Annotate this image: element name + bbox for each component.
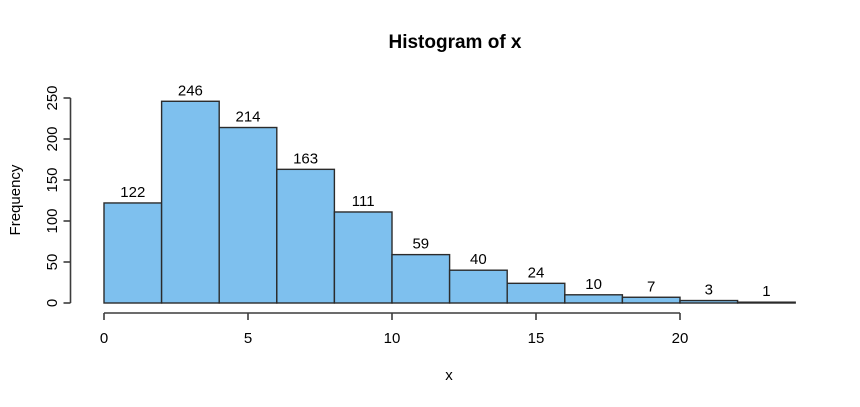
histogram-bar [506, 282, 566, 304]
x-axis-tick-label: 0 [100, 330, 108, 347]
histogram-bar [103, 202, 163, 304]
bar-value-label: 214 [235, 109, 260, 126]
bar-value-label: 40 [470, 251, 487, 268]
histogram-bar [448, 269, 508, 304]
histogram-bar [333, 211, 393, 304]
chart-title: Histogram of x [388, 32, 521, 53]
bar-value-label: 10 [585, 276, 602, 293]
bar-value-label: 246 [178, 82, 203, 99]
bars-group [103, 100, 796, 304]
histogram-bar [160, 100, 220, 304]
bar-value-label: 122 [120, 184, 145, 201]
y-axis-label: Frequency [7, 164, 24, 235]
y-axis-tick-label: 0 [44, 299, 61, 307]
histogram-bar [564, 294, 624, 304]
bar-value-label: 24 [528, 264, 545, 281]
y-axis-tick-label: 50 [44, 254, 61, 271]
x-axis-tick-label: 10 [384, 330, 401, 347]
bar-value-label: 7 [647, 278, 655, 295]
bar-value-label: 1 [762, 283, 770, 300]
bar-value-label: 3 [705, 282, 713, 299]
x-axis-tick-label: 20 [672, 330, 689, 347]
histogram-bar [679, 299, 739, 304]
bar-value-label: 163 [293, 150, 318, 167]
bar-value-labels-group: 122 246 214 163 111 59 40 24 10 7 3 1 [120, 82, 770, 300]
y-axis-tick-label: 200 [44, 126, 61, 151]
x-axis-tick-label: 5 [244, 330, 252, 347]
y-axis-tick-label: 150 [44, 167, 61, 192]
y-axis: 0 50 100 150 200 250 [44, 85, 72, 307]
histogram-bar [621, 296, 681, 304]
histogram-bar [218, 126, 278, 304]
x-axis-tick-label: 15 [528, 330, 545, 347]
histogram-bar [391, 253, 451, 304]
bar-value-label: 59 [412, 236, 429, 253]
bar-value-label: 111 [352, 193, 375, 210]
histogram-bar [276, 168, 336, 304]
histogram-bar [736, 301, 796, 304]
y-axis-tick-label: 100 [44, 208, 61, 233]
x-axis: 0 5 10 15 20 [100, 312, 689, 347]
x-axis-label: x [445, 367, 453, 384]
y-axis-tick-label: 250 [44, 85, 61, 110]
